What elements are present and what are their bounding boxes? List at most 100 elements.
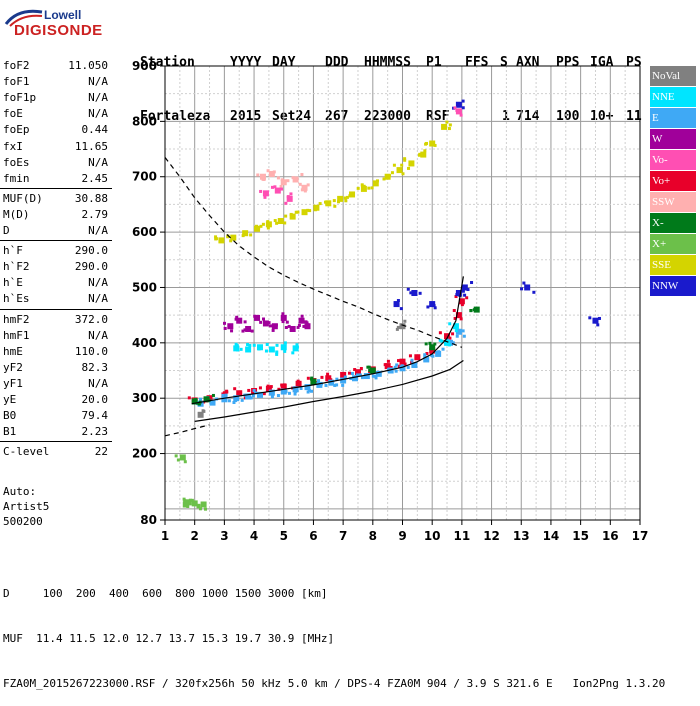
data-point-echo (343, 375, 347, 379)
data-point-echo (283, 349, 287, 353)
x-tick-label: 7 (339, 529, 347, 543)
param-value: N/A (88, 292, 108, 306)
data-point (292, 386, 299, 393)
data-point-echo (335, 383, 339, 387)
data-point-echo (532, 290, 536, 294)
data-point-echo (209, 395, 213, 399)
data-point-echo (211, 393, 215, 397)
data-point-echo (355, 373, 359, 377)
data-point-echo (194, 397, 198, 401)
legend-item-x: X+ (650, 234, 696, 254)
data-point-echo (403, 319, 407, 323)
data-point-echo (333, 204, 337, 208)
data-point-echo (223, 321, 227, 325)
data-point (280, 383, 287, 390)
data-point (301, 184, 308, 191)
legend: NoVal NNE E W Vo- Vo+ SSW X- X+ SSE NNW (650, 66, 696, 297)
data-point (423, 356, 430, 363)
x-tick-label: 4 (250, 529, 258, 543)
header-values: Fortaleza 2015 Set24 267 223000 RSF 1 714 100 10+… (140, 108, 642, 126)
data-point-echo (418, 152, 422, 156)
data-point (411, 290, 418, 296)
param-value: 110.0 (74, 344, 108, 358)
data-point-echo (394, 369, 398, 373)
x-tick-label: 5 (280, 529, 288, 543)
data-point-echo (299, 386, 303, 390)
data-point (274, 187, 281, 194)
ionogram-chart: 1 2 3 4 5 6 7 8 9 10 11 12 13 14 15 16 17802003004005006… (132, 59, 648, 543)
data-point-echo (266, 220, 270, 224)
x-tick-label: 11 (454, 529, 471, 543)
data-point-echo (367, 186, 371, 190)
data-point (304, 384, 311, 391)
data-point (289, 325, 296, 332)
data-point (200, 501, 207, 508)
param-value: 290.0 (74, 244, 108, 258)
data-point (325, 375, 332, 382)
data-point-echo (470, 281, 474, 285)
digisonde-logo: Lowell DIGISONDE (4, 4, 134, 44)
data-point (203, 396, 210, 403)
data-point-echo (333, 384, 337, 388)
data-point-echo (448, 123, 452, 127)
param-value: 2.45 (81, 171, 109, 185)
data-point-echo (262, 392, 266, 396)
param-row: M(D) 2.79 (0, 207, 112, 223)
data-point (292, 345, 299, 352)
data-point-echo (390, 171, 394, 175)
data-point-echo (198, 413, 202, 417)
param-row: B0 79.4 (0, 408, 112, 424)
data-point-echo (294, 210, 298, 214)
header-value: 267 (325, 109, 349, 124)
param-row: fmin 2.45 (0, 171, 112, 187)
data-point (360, 185, 367, 192)
data-point-echo (302, 211, 306, 215)
data-point-echo (324, 383, 328, 387)
data-point-echo (243, 231, 247, 235)
data-point-echo (256, 173, 260, 177)
x-tick-label: 2 (191, 529, 199, 543)
data-point (245, 393, 252, 400)
data-point-echo (382, 177, 386, 181)
data-point-echo (460, 303, 464, 307)
data-point-echo (409, 291, 413, 295)
data-point-echo (296, 325, 300, 329)
data-point (455, 290, 462, 296)
data-point-echo (275, 221, 279, 225)
data-point-echo (386, 359, 390, 363)
data-point (384, 363, 391, 370)
data-point (259, 173, 266, 180)
data-point-echo (424, 342, 428, 346)
param-value: N/A (88, 276, 108, 290)
x-tick-label: 13 (513, 529, 530, 543)
header-label-s: S (500, 55, 508, 70)
header-value: 1 (502, 109, 510, 124)
data-point-echo (182, 497, 186, 501)
param-row: fxI 11.65 (0, 139, 112, 155)
data-point-echo (296, 210, 300, 214)
data-point (295, 380, 302, 387)
param-key: foF1 (3, 75, 30, 89)
data-point-echo (204, 507, 208, 511)
data-point-echo (395, 327, 399, 331)
data-point-echo (271, 328, 275, 332)
data-point (257, 344, 263, 351)
data-point (268, 346, 275, 353)
data-point (179, 454, 186, 461)
data-point (429, 301, 436, 308)
data-point-echo (588, 316, 592, 320)
data-point-echo (472, 308, 476, 312)
data-point-echo (348, 194, 352, 198)
param-row: h`F2 290.0 (0, 259, 112, 275)
data-point-echo (265, 191, 269, 195)
data-point-echo (264, 349, 268, 353)
data-point-echo (345, 195, 349, 199)
legend-item-vo: Vo- (650, 150, 696, 170)
data-point-echo (256, 317, 260, 321)
x-tick-label: 6 (309, 529, 317, 543)
data-point-echo (252, 343, 256, 347)
data-point-echo (374, 376, 378, 380)
param-value: N/A (88, 155, 108, 169)
data-point-echo (407, 166, 411, 170)
param-row: yE 20.0 (0, 392, 112, 408)
